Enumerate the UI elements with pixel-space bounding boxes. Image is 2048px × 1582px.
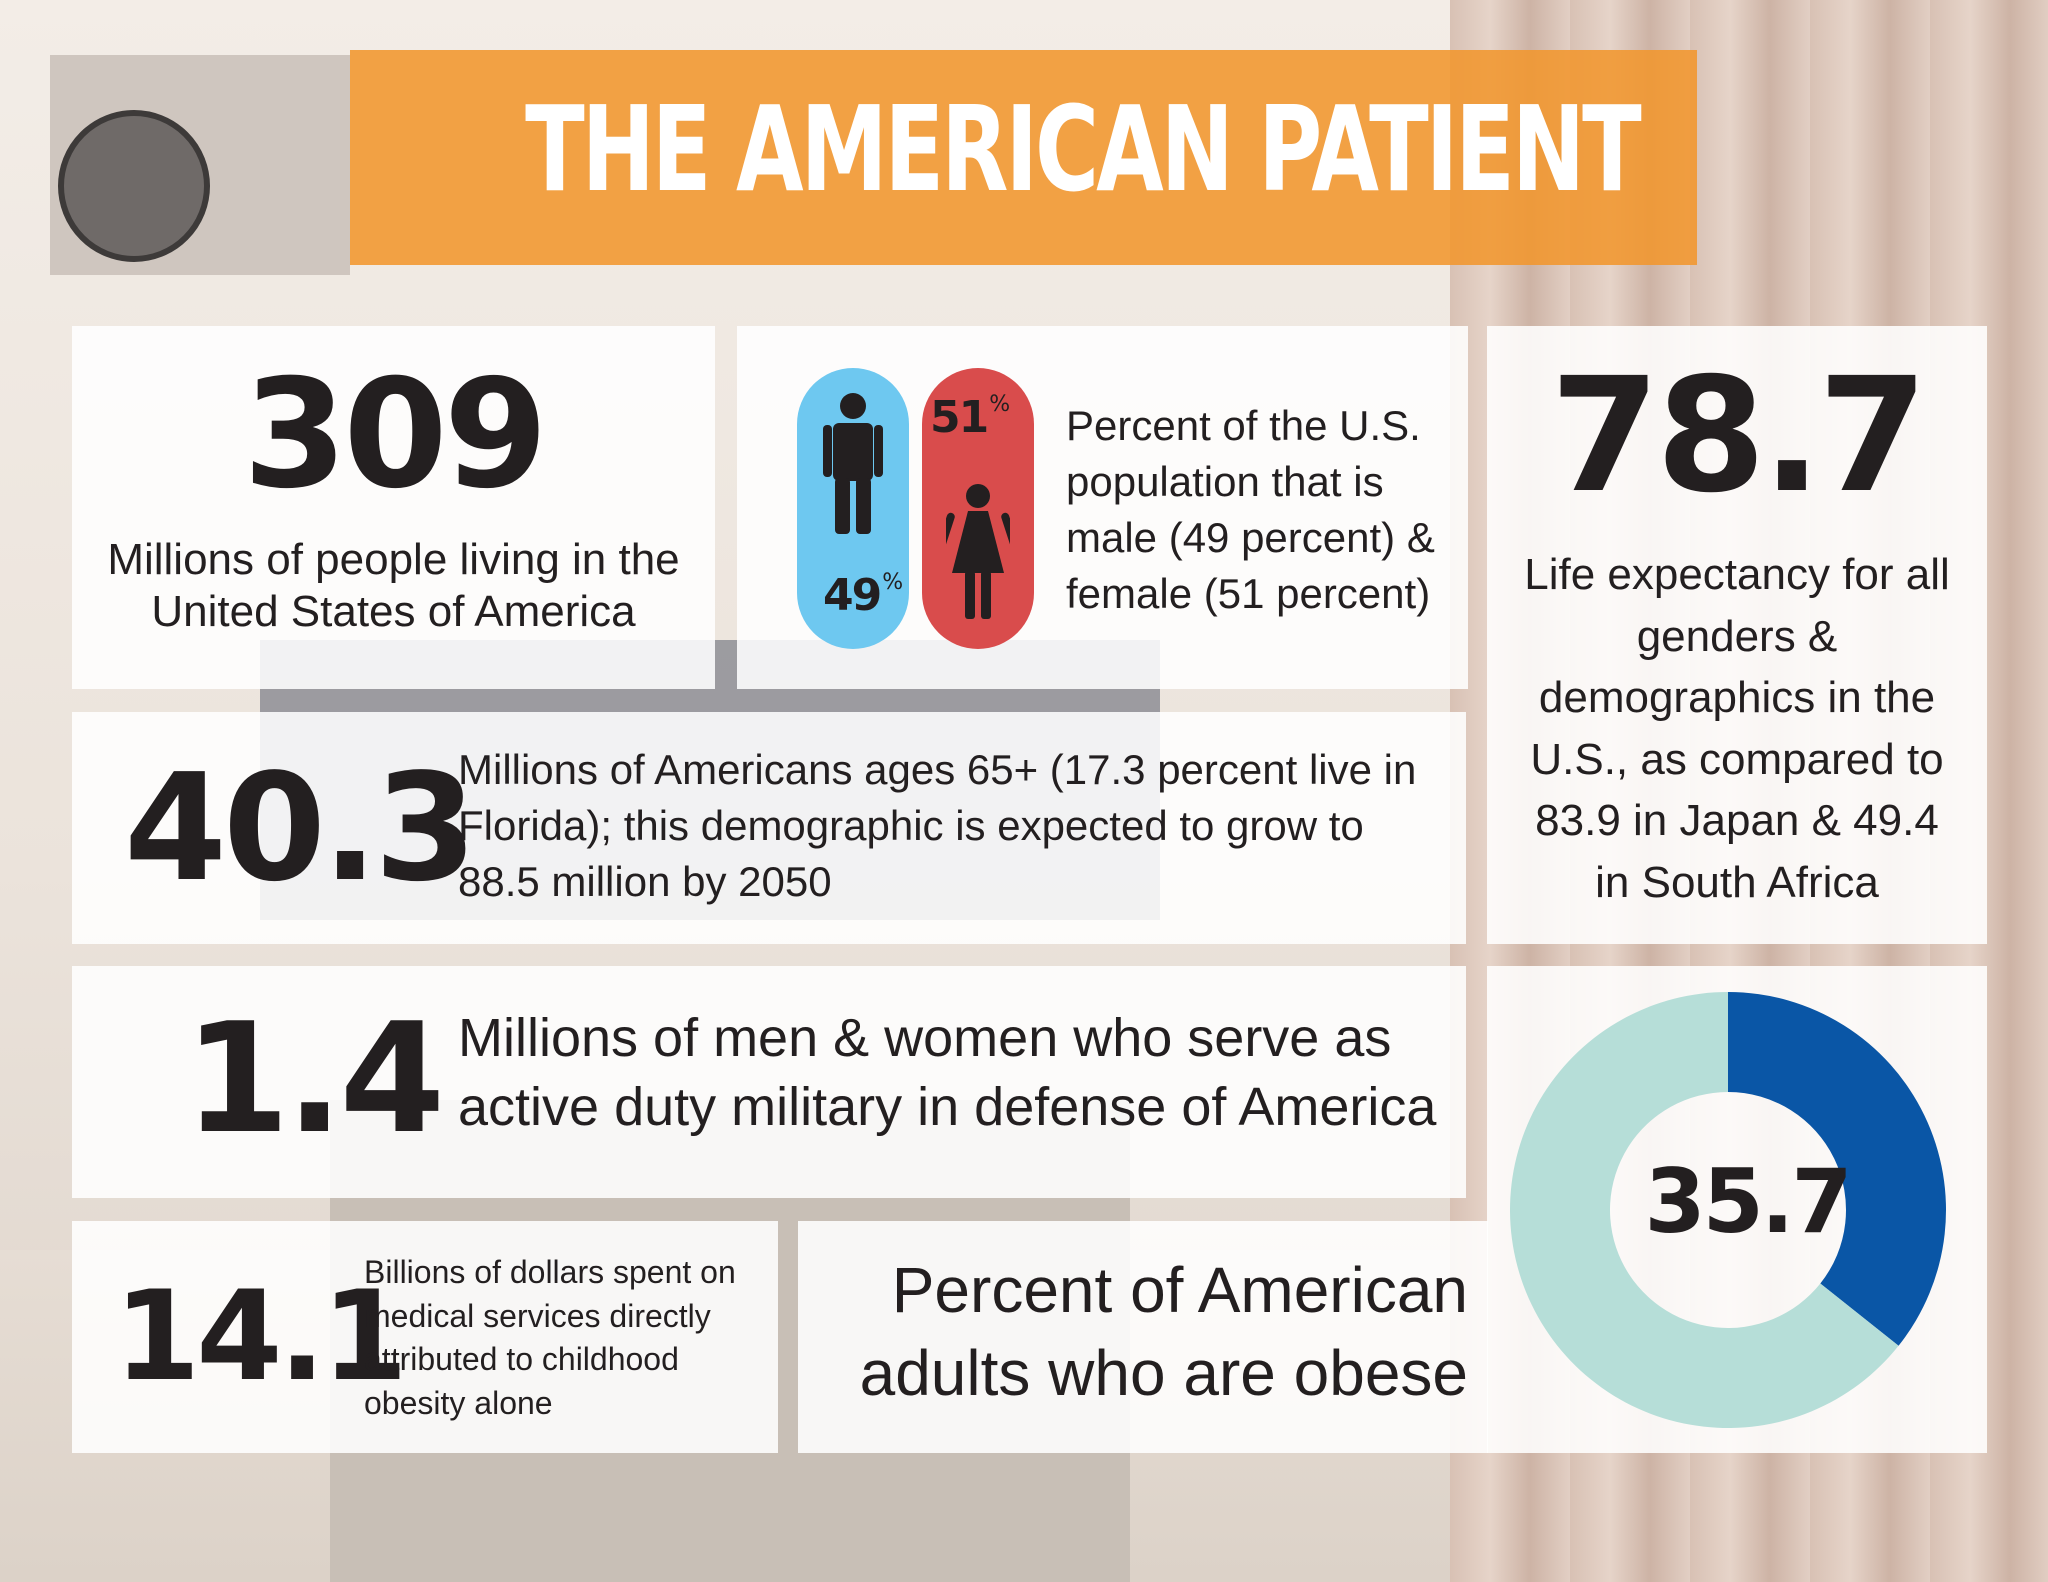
population-tile: 309 Millions of people living in the Uni… [72, 326, 715, 689]
female-percent-symbol: % [989, 392, 1010, 417]
donut-slice-obese [1728, 992, 1946, 1346]
female-pill [922, 368, 1034, 649]
seniors-tile: 40.3 Millions of Americans ages 65+ (17.… [72, 712, 1466, 944]
donut-slice-remainder [1509, 992, 1899, 1428]
male-percent: 49% [823, 570, 903, 621]
military-tile: 1.4 Millions of men & women who serve as… [72, 966, 1466, 1198]
military-label: Millions of men & women who serve as act… [458, 1008, 1437, 1137]
life-expectancy-value: 78.7 [1550, 344, 1928, 528]
obesity-cost-value: 14.1 [114, 1265, 408, 1409]
obesity-cost-tile: 14.1 Billions of dollars spent on medica… [72, 1221, 778, 1453]
female-figure-icon [946, 484, 1010, 619]
title-banner: THE AMERICAN PATIENT [350, 50, 1697, 265]
obesity-cost-label: Billions of dollars spent on medical ser… [364, 1254, 736, 1421]
population-label: Millions of people living in the United … [107, 535, 680, 636]
seniors-value: 40.3 [124, 742, 477, 914]
female-percent: 51% [930, 392, 1010, 443]
life-expectancy-tile: 78.7 Life expectancy for all genders & d… [1487, 326, 1987, 944]
obesity-donut-chart: 35.7 [1509, 992, 1946, 1428]
military-value: 1.4 [184, 990, 445, 1167]
life-expectancy-label: Life expectancy for all genders & demogr… [1524, 550, 1950, 907]
obesity-tile: Percent of American adults who are obese [798, 1221, 1488, 1453]
gender-description: Percent of the U.S. population that is m… [1066, 402, 1435, 617]
seniors-label: Millions of Americans ages 65+ (17.3 per… [458, 746, 1417, 905]
obesity-label: Percent of American adults who are obese [859, 1254, 1468, 1410]
female-percent-value: 51 [930, 392, 989, 443]
population-value: 309 [242, 348, 548, 522]
male-percent-symbol: % [882, 570, 903, 595]
male-percent-value: 49 [823, 570, 882, 621]
page-title: THE AMERICAN PATIENT [525, 80, 1642, 218]
male-figure-icon [823, 393, 883, 534]
donut-center-label: 35.7 [1644, 1150, 1849, 1253]
obesity-chart-tile: 35.7 [1487, 966, 1987, 1453]
background-gauge-icon [58, 110, 210, 262]
